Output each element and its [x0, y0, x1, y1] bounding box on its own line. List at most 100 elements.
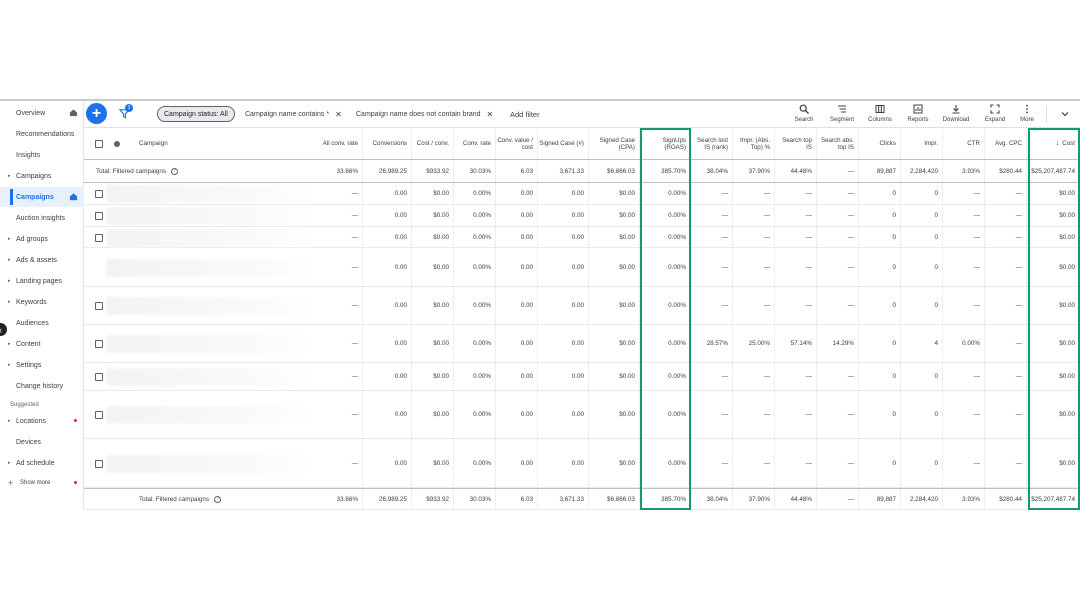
- toolbar-segment-button[interactable]: Segment: [825, 104, 859, 126]
- show-more-button[interactable]: + Show more: [0, 473, 84, 493]
- cell-signed_case_num: 0.00: [538, 205, 589, 226]
- column-header-search_abs_top_is[interactable]: Search abs. top IS: [817, 128, 859, 159]
- caret-right-icon: ▸: [8, 236, 11, 242]
- sidebar-item-label: Insights: [16, 151, 41, 159]
- table-row[interactable]: — 0.00 $0.00 0.00% 0.00 0.00 $0.00 0.00% — — — — 0 0 —…: [84, 183, 1080, 205]
- sidebar-item-change-history[interactable]: Change history: [0, 376, 84, 396]
- cell-value: —: [763, 233, 770, 241]
- toolbar-reports-button[interactable]: Reports: [901, 104, 935, 126]
- row-checkbox[interactable]: [95, 340, 103, 348]
- column-header-label: Search top IS: [782, 136, 812, 151]
- cell-value: $0.00: [1059, 340, 1075, 347]
- table-row[interactable]: — 0.00 $0.00 0.00% 0.00 0.00 $0.00 0.00% — — — — 0 0 —…: [84, 363, 1080, 391]
- sidebar-item-insights[interactable]: Insights: [0, 145, 84, 165]
- column-header-search_top_is[interactable]: Search top IS: [775, 128, 817, 159]
- filter-chip-campaign-status-all[interactable]: Campaign status: All: [157, 106, 235, 122]
- sidebar-item-campaigns[interactable]: ▸ Campaigns: [0, 166, 84, 186]
- sidebar-item-content[interactable]: ▸ Content: [0, 334, 84, 354]
- row-checkbox[interactable]: [95, 373, 103, 381]
- cell-value: 0.00: [571, 302, 584, 309]
- sidebar-item-ads-assets[interactable]: ▸ Ads & assets: [0, 250, 84, 270]
- column-header-all_conv_rate[interactable]: All conv. rate: [321, 128, 363, 159]
- cell-value: —: [1015, 459, 1022, 467]
- cell-conv_value_cost: 0.00: [496, 391, 538, 438]
- table-row[interactable]: — 0.00 $0.00 0.00% 0.00 0.00 $0.00 0.00% — — — — 0 0 —…: [84, 439, 1080, 488]
- column-header-avg_cpc[interactable]: Avg. CPC: [985, 128, 1027, 159]
- cell-value: —: [763, 190, 770, 197]
- help-icon[interactable]: ?: [171, 167, 178, 175]
- toolbar-columns-button[interactable]: Columns: [863, 104, 897, 126]
- close-icon[interactable]: ✕: [486, 109, 494, 119]
- sidebar-item-landing-pages[interactable]: ▸ Landing pages: [0, 271, 84, 291]
- filter-chip-campaign-name-does-not-contain-brand[interactable]: Campaign name does not contain brand ✕: [350, 106, 499, 122]
- column-header-impr_abs_top[interactable]: Impr. (Abs. Top) %: [733, 128, 775, 159]
- table-row[interactable]: — 0.00 $0.00 0.00% 0.00 0.00 $0.00 0.00% — — — — 0 0 —…: [84, 248, 1080, 287]
- sidebar-item-campaigns-active[interactable]: Campaigns: [0, 187, 84, 207]
- sidebar-item-settings[interactable]: ▸ Settings: [0, 355, 84, 375]
- column-header-signed_case_cpa[interactable]: Signed Case (CPA): [589, 128, 640, 159]
- cell-search_abs_top_is: —: [817, 489, 859, 509]
- cell-value: 0: [892, 340, 896, 347]
- redacted-campaign-name: [106, 406, 313, 424]
- column-header-clicks[interactable]: Clicks: [859, 128, 901, 159]
- sidebar-item-keywords[interactable]: ▸ Keywords: [0, 292, 84, 312]
- cell-impr: 0: [901, 205, 943, 226]
- cell-impr: 0: [901, 183, 943, 204]
- filter-chip-campaign-name-contains[interactable]: Campaign name contains * ✕: [239, 106, 348, 122]
- toolbar-expand-button[interactable]: Expand: [978, 104, 1012, 126]
- table-row[interactable]: — 0.00 $0.00 0.00% 0.00 0.00 $0.00 0.00% 28.57% 2…: [84, 325, 1080, 363]
- sidebar-item-auction-insights[interactable]: Auction insights: [0, 208, 84, 228]
- collapse-sidebar-icon[interactable]: ‹: [0, 323, 7, 336]
- column-header-conversions[interactable]: Conversions: [363, 128, 412, 159]
- table-row[interactable]: — 0.00 $0.00 0.00% 0.00 0.00 $0.00 0.00% — — — — 0 0 —…: [84, 287, 1080, 325]
- toolbar-more-button[interactable]: More: [1010, 104, 1044, 126]
- window-top-border: [0, 99, 1080, 101]
- cell-value: $0.00: [1059, 373, 1075, 380]
- column-header-search_lost_is[interactable]: Search lost IS (rank): [691, 128, 733, 159]
- sidebar-item-overview[interactable]: Overview: [0, 103, 84, 123]
- row-checkbox[interactable]: [95, 233, 103, 242]
- add-filter-button[interactable]: Add filter: [510, 110, 540, 119]
- row-checkbox[interactable]: [95, 212, 103, 220]
- create-plus-button[interactable]: +: [86, 103, 107, 124]
- sidebar-item-audiences[interactable]: Audiences: [0, 313, 84, 333]
- row-checkbox[interactable]: [95, 459, 103, 468]
- sort-descending-icon[interactable]: ↓: [1055, 140, 1060, 147]
- sidebar-item-ad-groups[interactable]: ▸ Ad groups: [0, 229, 84, 249]
- column-header-impr[interactable]: Impr.: [901, 128, 943, 159]
- table-row[interactable]: — 0.00 $0.00 0.00% 0.00 0.00 $0.00 0.00% — — — — 0 0 —…: [84, 391, 1080, 439]
- select-all-checkbox[interactable]: [95, 140, 103, 148]
- cell-value: 0.00: [520, 302, 533, 309]
- cell-value: 0: [892, 373, 896, 380]
- cell-value: $0.00: [619, 233, 635, 241]
- filter-chip-label: Campaign name contains *: [245, 110, 330, 118]
- chevron-down-icon[interactable]: [1060, 109, 1070, 119]
- row-checkbox[interactable]: [95, 190, 103, 198]
- cell-all_conv_rate: —: [321, 363, 363, 390]
- column-header-ctr[interactable]: CTR: [943, 128, 985, 159]
- cell-value: 89,887: [876, 167, 896, 175]
- row-checkbox[interactable]: [95, 302, 103, 310]
- row-checkbox[interactable]: [95, 411, 103, 419]
- column-header-campaign[interactable]: Campaign: [139, 140, 168, 147]
- close-icon[interactable]: ✕: [335, 109, 342, 119]
- cell-conv_value_cost: 6.03: [496, 160, 538, 182]
- cell-value: 0.00%: [668, 212, 686, 219]
- column-header-cost_conv[interactable]: Cost / conv.: [412, 128, 454, 159]
- toolbar-search-button[interactable]: Search: [787, 104, 821, 126]
- sidebar-item-locations[interactable]: ▸ Locations: [0, 411, 84, 431]
- column-header-conv_value_cost[interactable]: Conv. value / cost: [496, 128, 538, 159]
- sidebar-item-ad-schedule[interactable]: ▸ Ad schedule: [0, 453, 84, 473]
- column-header-signed_case_num[interactable]: Signed Case (#): [538, 128, 589, 159]
- sidebar-item-recommendations[interactable]: Recommendations: [0, 124, 84, 144]
- sidebar-item-devices[interactable]: Devices: [0, 432, 84, 452]
- cell-value: 4: [934, 340, 938, 347]
- toolbar-download-button[interactable]: Download: [939, 104, 973, 126]
- table-row[interactable]: — 0.00 $0.00 0.00% 0.00 0.00 $0.00 0.00% — — — — 0 0 —…: [84, 205, 1080, 227]
- cell-value: $0.00: [1059, 302, 1075, 309]
- column-header-conv_rate[interactable]: Conv. rate: [454, 128, 496, 159]
- cell-search_top_is: —: [775, 363, 817, 390]
- cell-value: 26,989.25: [378, 167, 407, 175]
- help-icon[interactable]: ?: [214, 495, 221, 503]
- table-row[interactable]: — 0.00 $0.00 0.00% 0.00 0.00 $0.00 0.00% — — — — 0 0 —…: [84, 227, 1080, 248]
